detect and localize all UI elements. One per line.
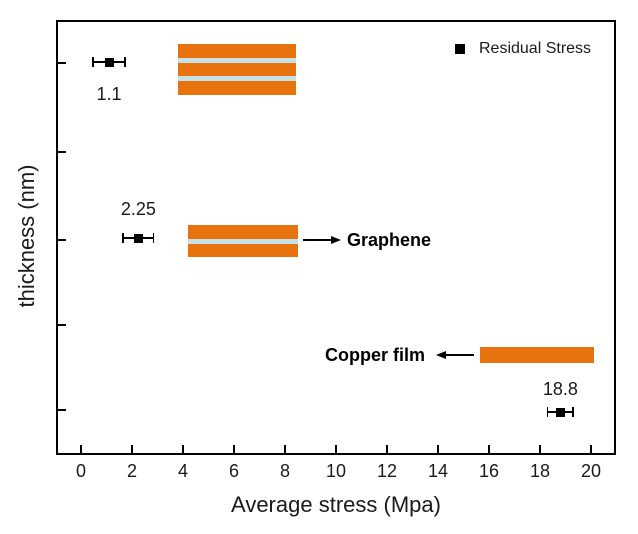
plot-frame <box>56 20 616 455</box>
data-point-square-marker <box>104 57 114 67</box>
error-bar-cap-left <box>122 233 124 243</box>
graphene-trilayer-stripe <box>177 57 297 63</box>
x-axis-tick <box>590 445 592 453</box>
x-axis-tick-label: 6 <box>228 461 239 481</box>
x-axis-tick-label: 4 <box>177 461 188 481</box>
error-bar-cap-right <box>124 57 126 67</box>
x-axis-tick <box>80 445 82 453</box>
graphene-bilayer-bar <box>188 225 298 239</box>
graphene-bilayer-bar <box>188 243 298 257</box>
data-point-value-label: 18.8 <box>542 379 578 399</box>
y-axis-tick <box>58 239 66 241</box>
y-axis-tick <box>58 409 66 411</box>
annotation-label: Copper film <box>324 345 425 365</box>
annotation-label: Graphene <box>347 230 432 250</box>
x-axis-tick <box>335 445 337 453</box>
legend: Residual Stress <box>455 40 591 58</box>
annotation-arrow-head-icon <box>436 350 446 359</box>
x-axis-label: Average stress (Mpa) <box>231 492 441 517</box>
x-axis-tick-label: 0 <box>75 461 86 481</box>
annotation-arrow-head-icon <box>331 235 341 244</box>
annotation-arrow-line <box>446 354 474 356</box>
x-axis-tick-label: 20 <box>580 461 602 481</box>
error-bar-cap-left <box>92 57 94 67</box>
x-axis-tick <box>539 445 541 453</box>
x-axis-tick <box>182 445 184 453</box>
x-axis-tick <box>386 445 388 453</box>
data-point-value-label: 1.1 <box>96 84 122 104</box>
error-bar-marker <box>92 57 126 67</box>
error-bar-marker <box>546 407 574 417</box>
error-bar-cap-right <box>572 407 574 417</box>
graphene-trilayer-bar <box>177 81 297 95</box>
graphene-bilayer-stripe <box>188 238 298 244</box>
y-axis-tick <box>58 324 66 326</box>
annotation-arrow-line <box>303 239 331 241</box>
x-axis-tick <box>131 445 133 453</box>
error-bar-cap-left <box>546 407 549 417</box>
error-bar-marker <box>122 233 155 243</box>
graphene-trilayer-stripe <box>177 76 297 81</box>
y-axis-tick <box>58 151 66 153</box>
x-axis-tick <box>284 445 286 453</box>
data-point-square-marker <box>555 407 565 417</box>
x-axis-tick <box>488 445 490 453</box>
legend-label: Residual Stress <box>479 40 592 57</box>
legend-square-marker-icon <box>455 44 465 54</box>
x-axis-tick <box>233 445 235 453</box>
x-axis-tick <box>437 445 439 453</box>
graphene-trilayer-bar <box>177 44 297 58</box>
copper-film-bar <box>480 347 594 363</box>
x-axis-tick-label: 18 <box>529 461 551 481</box>
x-axis-tick-label: 8 <box>279 461 290 481</box>
graphene-trilayer-bar <box>177 62 297 76</box>
data-point-value-label: 2.25 <box>120 199 156 219</box>
x-axis-tick-label: 12 <box>376 461 398 481</box>
error-bar-cap-right <box>152 233 155 243</box>
x-axis-tick-label: 14 <box>427 461 449 481</box>
x-axis-tick-label: 2 <box>126 461 137 481</box>
y-axis-tick <box>58 62 66 64</box>
x-axis-tick-label: 16 <box>478 461 500 481</box>
data-point-square-marker <box>133 233 143 243</box>
x-axis-tick-label: 10 <box>325 461 347 481</box>
